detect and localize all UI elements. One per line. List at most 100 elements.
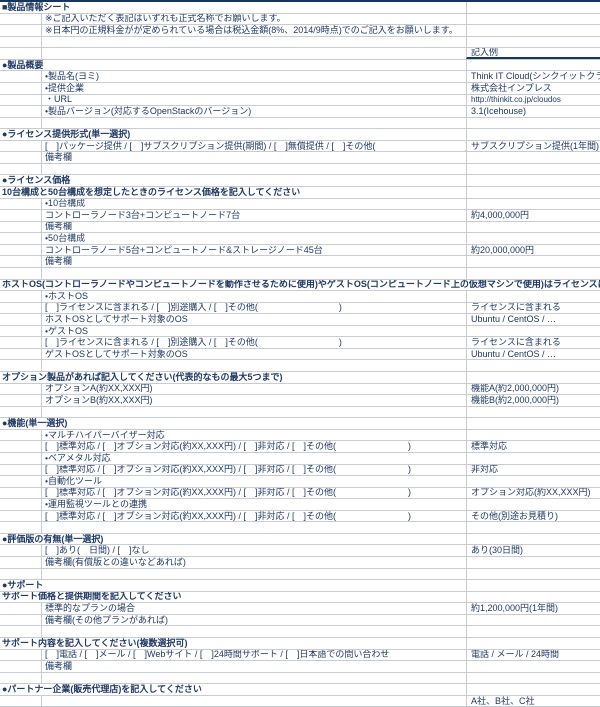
indent-cell[interactable]	[0, 152, 42, 163]
label-cell[interactable]: ・ホストOS	[45, 291, 89, 301]
label-cell[interactable]: ・運用監視ツールとの連携	[45, 499, 147, 509]
label-cell[interactable]: ・ベアメタル対応	[45, 452, 111, 463]
label-cell[interactable]: ※ご記入いただく表記はいずれも正式名称でお願いします。	[45, 13, 286, 24]
example-value-cell[interactable]	[466, 626, 600, 637]
indent-cell[interactable]	[0, 510, 42, 522]
label-cell[interactable]	[42, 37, 466, 48]
example-value-cell[interactable]	[466, 672, 600, 684]
label-cell[interactable]: ・マルチハイパーバイザー対応	[45, 429, 165, 440]
label-cell[interactable]: [ ]ライセンスに含まれる / [ ]別途購入 / [ ]その他( )	[45, 302, 342, 313]
example-value-cell[interactable]	[466, 614, 600, 626]
indent-cell[interactable]	[0, 25, 42, 36]
indent-cell[interactable]	[0, 464, 42, 476]
example-value-cell[interactable]	[466, 163, 600, 175]
example-value-cell[interactable]: 約4,000,000円	[466, 210, 600, 221]
example-value-cell[interactable]	[466, 291, 600, 302]
label-cell[interactable]	[42, 48, 466, 59]
example-value-cell[interactable]: Ubuntu / CentOS / …	[466, 348, 600, 360]
label-cell[interactable]: ・URL	[45, 94, 73, 105]
label-cell[interactable]: オプションA(約XX,XXX円)	[45, 383, 153, 394]
indent-cell[interactable]	[0, 198, 42, 210]
label-cell[interactable]: コントローラノード5台+コンピュートノード&ストレージノード45台	[45, 244, 323, 255]
indent-cell[interactable]	[0, 499, 42, 510]
example-value-cell[interactable]	[466, 36, 600, 48]
label-cell[interactable]: ※日本円の正規料金がが定められている場合は税込金額(8%、2014/9時点)での…	[45, 25, 458, 35]
indent-cell[interactable]	[0, 383, 42, 395]
label-cell[interactable]: [ ]標準対応 / [ ]オプション対応(約XX,XXX円) / [ ]非対応 …	[45, 510, 412, 521]
label-cell[interactable]	[42, 268, 466, 279]
example-value-cell[interactable]	[466, 233, 600, 244]
label-cell[interactable]: ・製品名(ヨミ)	[45, 71, 100, 82]
label-cell[interactable]: 備考欄	[45, 256, 73, 267]
example-value-cell[interactable]	[466, 187, 600, 198]
example-value-cell[interactable]: Ubuntu / CentOS / …	[466, 314, 600, 325]
label-cell[interactable]: 備考欄	[45, 221, 73, 232]
example-value-cell[interactable]	[466, 684, 600, 695]
section-header-cell[interactable]: ホストOS(コントローラノードやコンピュートノードを動作させるために使用)やゲス…	[2, 279, 600, 290]
example-value-cell[interactable]	[466, 418, 600, 429]
label-cell[interactable]: [ ]パッケージ提供 / [ ]サブスクリプション提供(期間) / [ ]無償提…	[45, 140, 466, 151]
example-value-cell[interactable]	[466, 533, 600, 545]
example-value-cell[interactable]: 機能A(約2,000,000円)	[466, 383, 600, 395]
indent-cell[interactable]	[0, 476, 42, 487]
indent-cell[interactable]	[0, 360, 42, 371]
section-header-cell[interactable]: サポート価格と提供期間を記入してください	[2, 591, 182, 602]
indent-cell[interactable]	[0, 244, 42, 256]
label-cell[interactable]: コントローラノード3台+コンピュートノード7台	[45, 210, 241, 220]
indent-cell[interactable]	[0, 603, 42, 614]
example-value-cell[interactable]	[466, 637, 600, 649]
label-cell[interactable]: 備考欄	[45, 152, 73, 163]
example-value-cell[interactable]	[466, 429, 600, 441]
example-column-header[interactable]: 記入例	[466, 48, 600, 59]
label-cell[interactable]	[42, 522, 466, 533]
indent-cell[interactable]	[0, 695, 42, 707]
label-cell[interactable]: [ ]標準対応 / [ ]オプション対応(約XX,XXX円) / [ ]非対応 …	[45, 464, 412, 475]
indent-cell[interactable]	[0, 661, 42, 672]
indent-cell[interactable]	[0, 545, 42, 556]
example-value-cell[interactable]	[466, 499, 600, 510]
indent-cell[interactable]	[0, 452, 42, 464]
label-cell[interactable]: ・10台構成	[45, 198, 86, 209]
label-cell[interactable]: ・提供企業	[45, 82, 85, 93]
label-cell[interactable]: [ ]ライセンスに含まれる / [ ]別途購入 / [ ]その他( )	[45, 337, 342, 348]
section-header-cell[interactable]: ■製品情報シート	[2, 2, 71, 12]
example-value-cell[interactable]: Think IT Cloud(シンクイットクラウド)	[466, 71, 600, 82]
indent-cell[interactable]	[0, 13, 42, 25]
example-value-cell[interactable]: 3.1(Icehouse)	[466, 106, 600, 117]
example-value-cell[interactable]	[466, 580, 600, 591]
example-value-cell[interactable]	[466, 591, 600, 603]
example-value-cell[interactable]	[466, 522, 600, 533]
label-cell[interactable]: ホストOSとしてサポート対象のOS	[45, 314, 188, 324]
example-value-cell[interactable]	[466, 372, 600, 383]
section-header-cell[interactable]: サポート内容を記入してください(複数選択可)	[2, 637, 188, 648]
section-header-cell[interactable]: 10台構成と50台構成を想定したときのライセンス価格を記入してください	[2, 187, 301, 197]
label-cell[interactable]: 標準的なプランの場合	[45, 603, 136, 614]
indent-cell[interactable]	[0, 429, 42, 441]
label-cell[interactable]: [ ]あり( 日間) / [ ]なし	[45, 545, 150, 556]
indent-cell[interactable]	[0, 117, 42, 129]
section-header-cell[interactable]: ●機能(単一選択)	[2, 418, 68, 429]
label-cell[interactable]	[42, 407, 466, 418]
section-header-cell[interactable]: ●ライセンス提供形式(単一選択)	[2, 129, 131, 139]
indent-cell[interactable]	[0, 94, 42, 106]
indent-cell[interactable]	[0, 71, 42, 82]
example-value-cell[interactable]	[466, 452, 600, 464]
section-header-cell[interactable]: ●パートナー企業(販売代理店)を記入してください	[2, 684, 202, 694]
example-value-cell[interactable]	[466, 117, 600, 129]
example-value-cell[interactable]	[466, 476, 600, 487]
label-cell[interactable]	[42, 360, 466, 371]
example-value-cell[interactable]: オプション対応(約XX,XXX円)	[466, 487, 600, 499]
example-value-cell[interactable]: 約20,000,000円	[466, 244, 600, 256]
example-value-cell[interactable]: 非対応	[466, 464, 600, 476]
indent-cell[interactable]	[0, 82, 42, 94]
example-value-cell[interactable]: その他(別途お見積り)	[466, 510, 600, 522]
label-cell[interactable]: [ ]電話 / [ ]メール / [ ]Webサイト / [ ]24時間サポート…	[45, 649, 390, 660]
section-header-cell[interactable]: ●ライセンス価格	[2, 175, 71, 186]
example-value-cell[interactable]	[466, 59, 600, 71]
indent-cell[interactable]	[0, 487, 42, 499]
example-value-cell[interactable]	[466, 406, 600, 418]
example-value-cell[interactable]: サブスクリプション提供(1年間) / 無償提供	[466, 140, 600, 152]
label-cell[interactable]	[42, 696, 466, 707]
example-value-cell[interactable]	[466, 221, 600, 233]
example-value-cell[interactable]: 株式会社インプレス	[466, 82, 600, 94]
